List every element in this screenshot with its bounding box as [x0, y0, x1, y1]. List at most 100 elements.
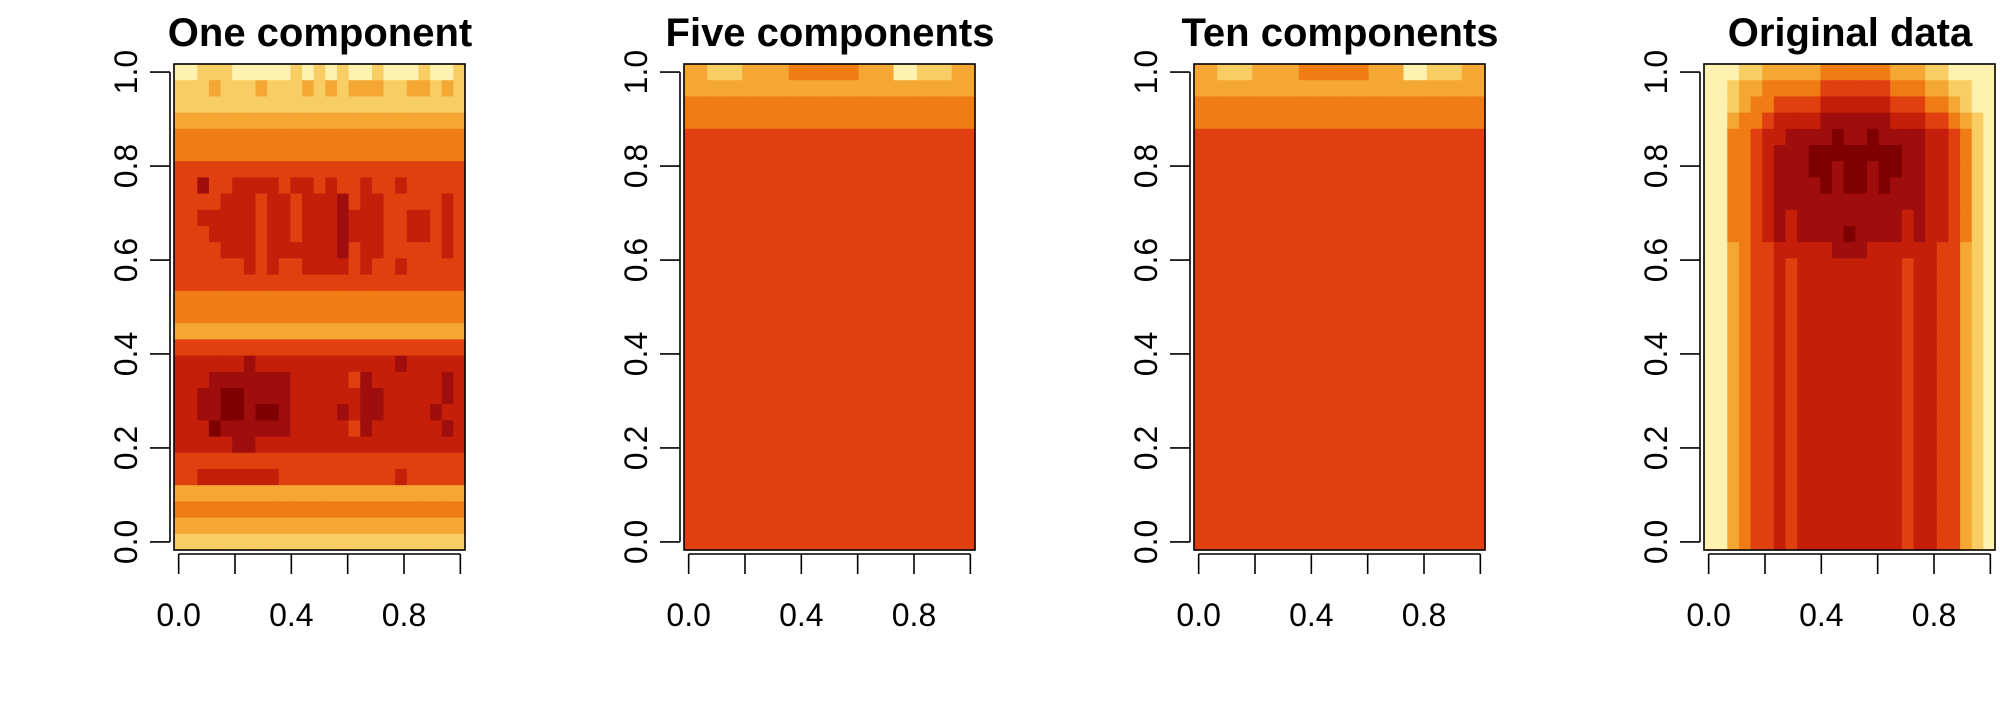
heatmap-cell: [232, 64, 245, 81]
heatmap-cell: [1368, 485, 1381, 502]
heatmap-cell: [1322, 436, 1335, 454]
heatmap-cell: [1322, 177, 1335, 195]
heatmap-cell: [742, 307, 755, 324]
heatmap-cell: [870, 355, 883, 373]
heatmap-cell: [1727, 371, 1740, 389]
heatmap-cell: [1773, 226, 1787, 243]
heatmap-cell: [1948, 96, 1961, 114]
heatmap-cell: [823, 339, 836, 357]
heatmap-cell: [371, 355, 385, 373]
heatmap-cell: [290, 242, 303, 259]
heatmap-cell: [777, 274, 790, 292]
heatmap-cell: [1797, 80, 1810, 97]
heatmap-cell: [1843, 420, 1856, 438]
heatmap-cell: [1750, 112, 1763, 130]
heatmap-cell: [1820, 420, 1833, 438]
heatmap-cell: [846, 242, 860, 259]
heatmap-cell: [1473, 274, 1486, 292]
heatmap-cell: [360, 452, 373, 470]
heatmap-cell: [788, 436, 801, 454]
heatmap-cell: [1773, 469, 1787, 486]
heatmap-cell: [1925, 290, 1938, 308]
heatmap-cell: [1808, 209, 1821, 227]
heatmap-cell: [1438, 226, 1451, 243]
heatmap-cell: [1473, 436, 1486, 454]
x-tick-label: 0.4: [1799, 597, 1843, 633]
heatmap-cell: [765, 242, 778, 259]
heatmap-cell: [718, 226, 732, 243]
heatmap-cell: [823, 485, 836, 502]
heatmap-cell: [858, 161, 871, 178]
y-tick-label: 0.4: [1128, 332, 1164, 376]
heatmap-cell: [730, 371, 743, 389]
heatmap-cell: [916, 533, 930, 551]
heatmap-cell: [1275, 258, 1288, 276]
heatmap-cell: [1960, 517, 1973, 535]
heatmap-cell: [406, 307, 420, 324]
heatmap-cell: [278, 404, 291, 421]
heatmap-cell: [1704, 355, 1717, 373]
heatmap-cell: [197, 339, 210, 357]
heatmap-cell: [418, 177, 431, 195]
heatmap-cell: [1890, 404, 1903, 421]
heatmap-cell: [1275, 339, 1288, 357]
heatmap-cell: [1936, 145, 1950, 162]
heatmap-cell: [313, 404, 326, 421]
heatmap-cell: [430, 80, 443, 97]
heatmap-cell: [1217, 404, 1230, 421]
heatmap-cell: [1820, 274, 1833, 292]
heatmap-cell: [1738, 339, 1752, 357]
heatmap-cell: [730, 226, 743, 243]
heatmap-cell: [1715, 388, 1728, 405]
heatmap-cell: [430, 436, 443, 454]
heatmap-cell: [940, 242, 953, 259]
heatmap-cell: [232, 501, 245, 519]
heatmap-cell: [255, 501, 268, 519]
heatmap-cell: [963, 242, 976, 259]
heatmap-cell: [800, 307, 813, 324]
heatmap-cell: [1217, 258, 1230, 276]
heatmap-cell: [1391, 96, 1405, 114]
heatmap-cell: [742, 323, 755, 340]
heatmap-cell: [1925, 517, 1938, 535]
heatmap-cell: [1252, 64, 1265, 81]
heatmap-cell: [858, 96, 871, 114]
heatmap-cell: [1762, 485, 1775, 502]
heatmap-cell: [1960, 307, 1973, 324]
heatmap-cell: [406, 420, 420, 438]
heatmap-cell: [1240, 145, 1253, 162]
panel-title: One component: [168, 11, 472, 55]
heatmap-cell: [951, 501, 964, 519]
heatmap-cell: [1438, 371, 1451, 389]
heatmap-cell: [1715, 161, 1728, 178]
heatmap-cell: [777, 404, 790, 421]
heatmap-cell: [232, 420, 245, 438]
heatmap-cell: [1228, 128, 1242, 146]
heatmap-cell: [1333, 469, 1346, 486]
heatmap-cell: [1263, 533, 1277, 551]
heatmap-cell: [905, 161, 918, 178]
heatmap-cell: [208, 290, 222, 308]
heatmap-cell: [1345, 517, 1358, 535]
heatmap-cell: [1205, 452, 1218, 470]
heatmap-cell: [1322, 290, 1335, 308]
heatmap-cell: [1298, 226, 1311, 243]
heatmap-cell: [835, 64, 848, 81]
heatmap-cell: [1450, 242, 1463, 259]
heatmap-cell: [1762, 517, 1775, 535]
heatmap-cell: [197, 436, 210, 454]
heatmap-cell: [1287, 517, 1300, 535]
heatmap-cell: [1936, 501, 1950, 519]
heatmap-cell: [1901, 388, 1915, 405]
heatmap-cell: [695, 209, 708, 227]
heatmap-cell: [278, 469, 291, 486]
heatmap-cell: [185, 161, 198, 178]
heatmap-cell: [1890, 274, 1903, 292]
heatmap-cell: [1217, 307, 1230, 324]
heatmap-cell: [232, 112, 245, 130]
heatmap-cell: [1263, 145, 1277, 162]
heatmap-cell: [718, 80, 732, 97]
heatmap-cell: [730, 209, 743, 227]
heatmap-cell: [1345, 128, 1358, 146]
